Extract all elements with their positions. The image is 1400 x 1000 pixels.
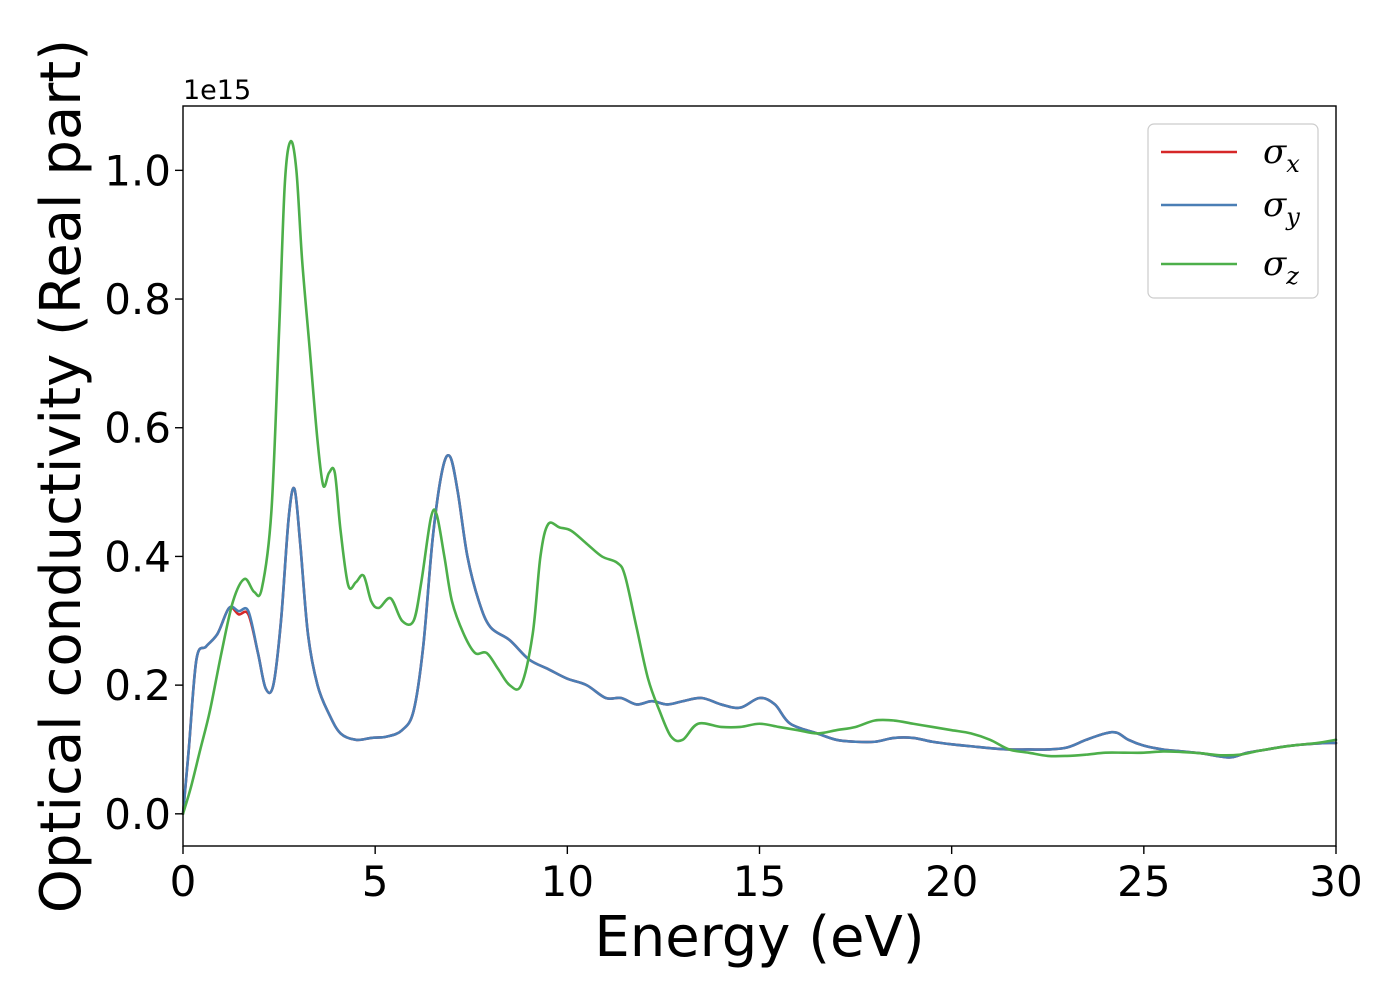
series-layer (181, 139, 1338, 816)
x-tick-label: 10 (541, 857, 594, 906)
y-offset-text: 1e15 (183, 75, 251, 106)
y-tick-label: 0.4 (104, 532, 171, 581)
series-line-sigma-z (181, 139, 1338, 816)
legend-box (1147, 123, 1319, 299)
x-tick-label: 30 (1309, 857, 1362, 906)
x-tick-label: 5 (362, 857, 389, 906)
x-axis: 0 5 10 15 20 25 30 (170, 846, 1363, 906)
x-axis-label: Energy (eV) (594, 905, 924, 970)
x-tick-label: 20 (925, 857, 978, 906)
y-tick-label: 1.0 (104, 146, 171, 195)
y-tick-label: 0.6 (104, 404, 171, 453)
x-tick-label: 25 (1117, 857, 1170, 906)
x-tick-label: 0 (170, 857, 197, 906)
x-tick-label: 15 (733, 857, 786, 906)
y-axis: 0.0 0.2 0.4 0.6 0.8 1.0 (104, 146, 183, 839)
y-axis-label: Optical conductivity (Real part) (29, 39, 94, 913)
y-tick-label: 0.2 (104, 661, 171, 710)
series-line-sigma-y (181, 453, 1338, 816)
y-tick-label: 0.0 (104, 790, 171, 839)
y-tick-label: 0.8 (104, 275, 171, 324)
